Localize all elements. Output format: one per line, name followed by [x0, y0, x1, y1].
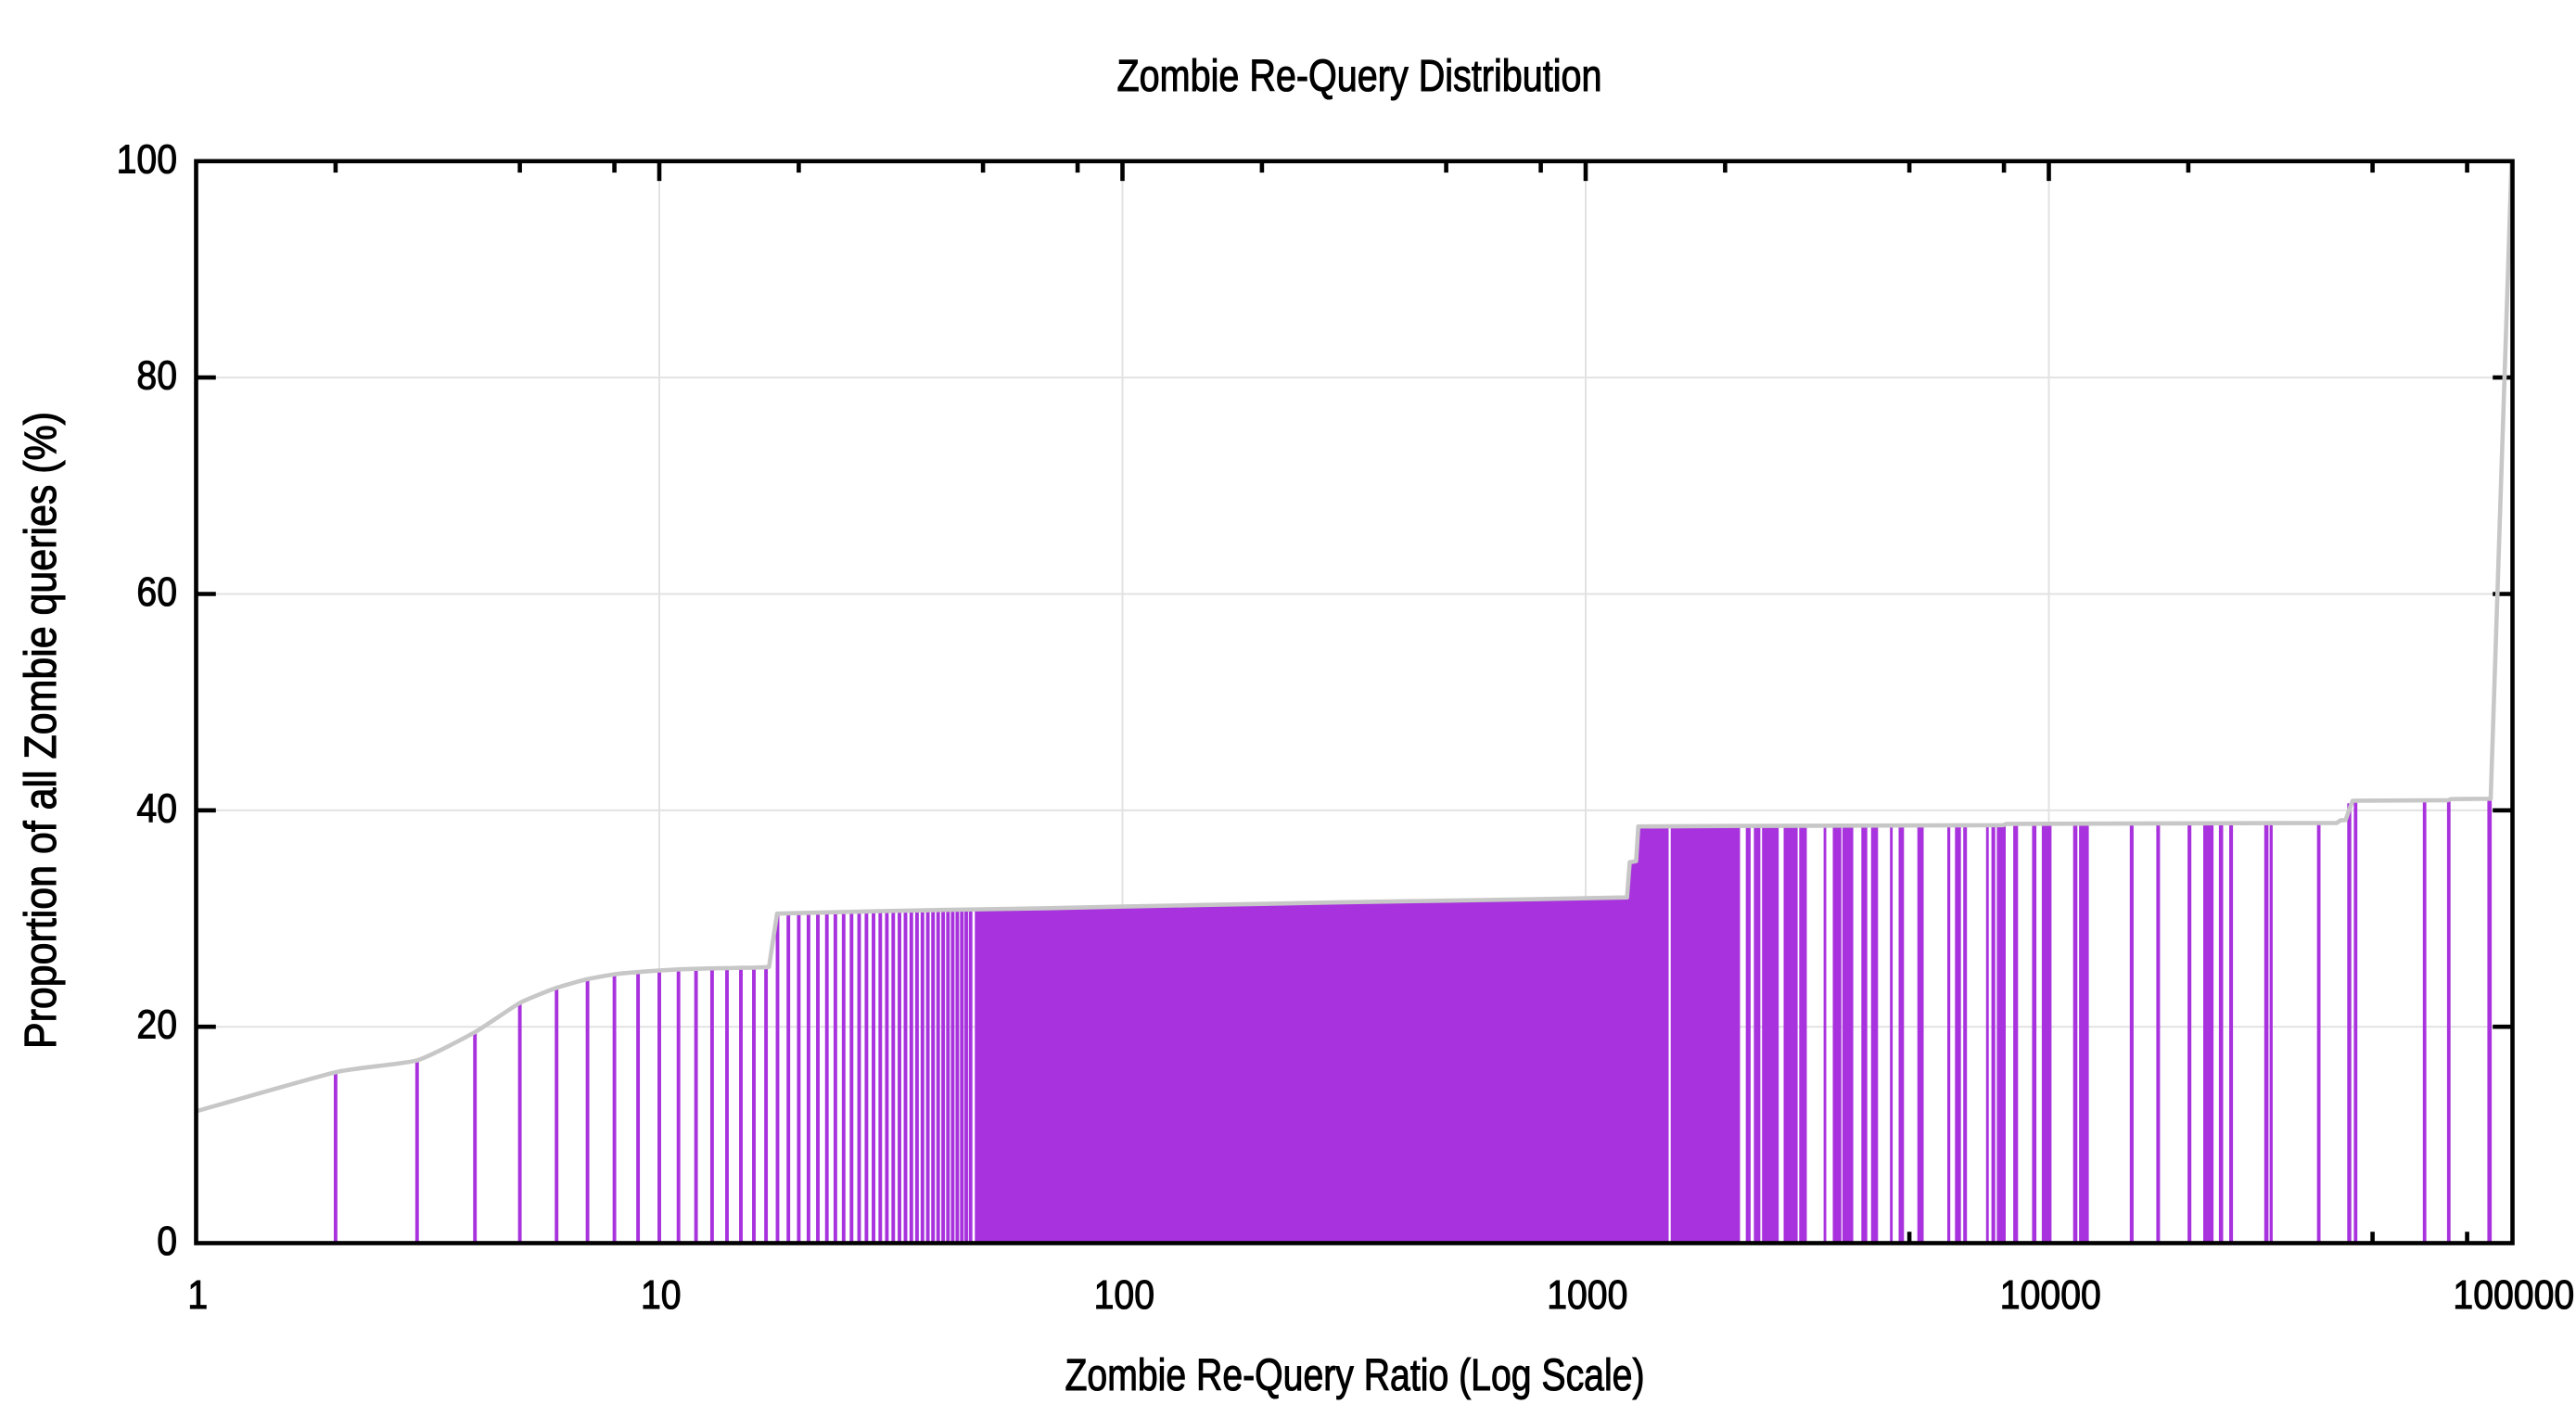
svg-text:40: 40 — [136, 786, 177, 831]
svg-text:80: 80 — [136, 354, 177, 399]
svg-text:1: 1 — [187, 1273, 208, 1318]
svg-text:10: 10 — [641, 1273, 682, 1318]
svg-text:100: 100 — [117, 137, 177, 182]
svg-text:Proportion of all Zombie queri: Proportion of all Zombie queries (%) — [16, 412, 66, 1049]
svg-text:Zombie Re-Query Ratio (Log Sca: Zombie Re-Query Ratio (Log Scale) — [1065, 1350, 1645, 1400]
svg-text:60: 60 — [136, 570, 177, 615]
svg-text:1000: 1000 — [1547, 1273, 1627, 1318]
svg-text:20: 20 — [136, 1003, 177, 1048]
svg-text:10000: 10000 — [2000, 1273, 2101, 1318]
svg-text:100000: 100000 — [2453, 1273, 2574, 1318]
svg-text:0: 0 — [157, 1219, 177, 1264]
svg-text:100: 100 — [1094, 1273, 1154, 1318]
svg-text:Zombie Re-Query Distribution: Zombie Re-Query Distribution — [1117, 51, 1602, 101]
